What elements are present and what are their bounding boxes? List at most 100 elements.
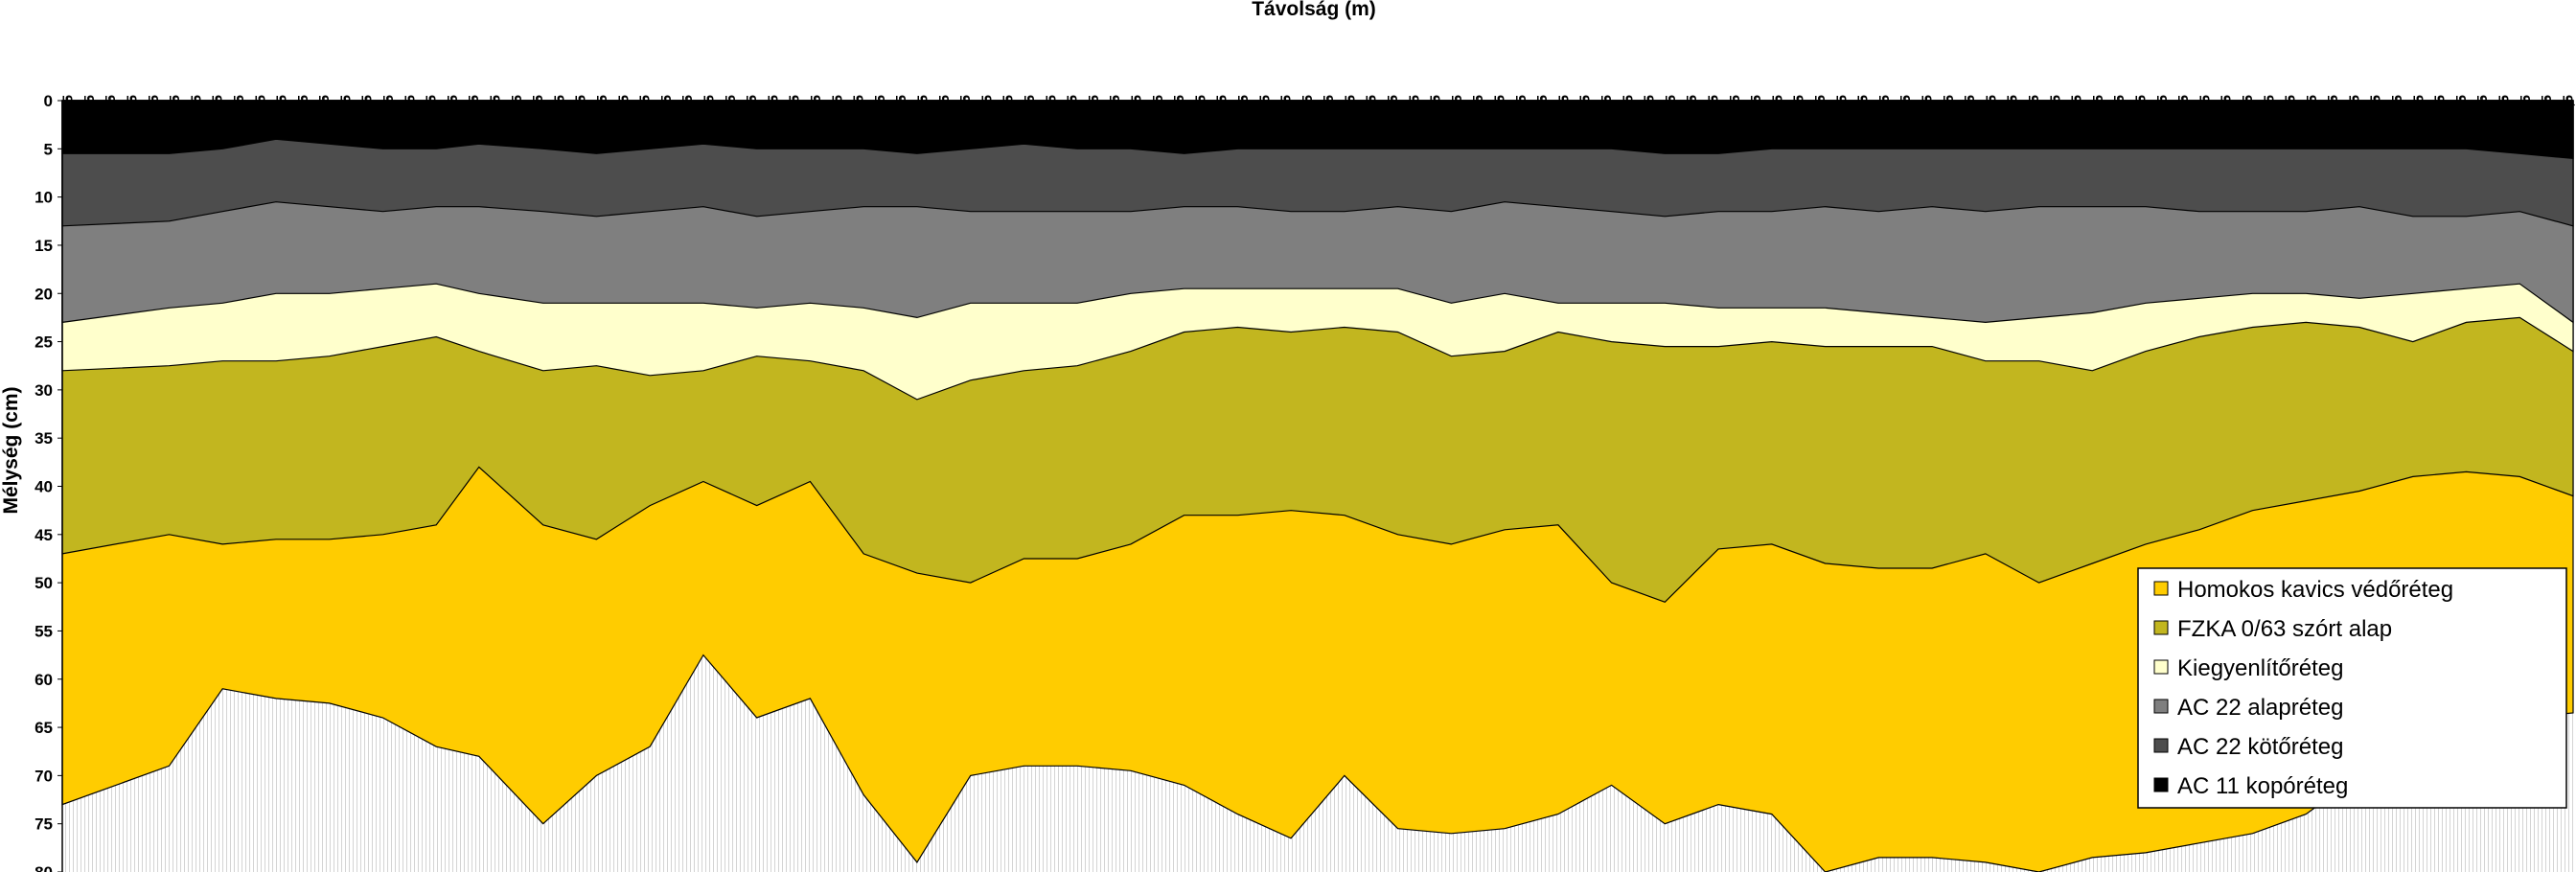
- x-tick-label: 283,5: [1107, 95, 1123, 131]
- x-tick-label: 281,5: [1086, 95, 1102, 131]
- x-tick-label: 403,5: [2389, 95, 2405, 131]
- x-tick-label: 345,5: [1769, 95, 1785, 131]
- x-tick-label: 277,5: [1043, 95, 1059, 131]
- x-tick-label: 329,5: [1598, 95, 1615, 131]
- x-tick-label: 221,5: [445, 95, 461, 131]
- x-tick-label: 235,5: [594, 95, 610, 131]
- x-tick-label: 271,5: [978, 95, 995, 131]
- x-tick-label: 409,5: [2453, 95, 2470, 131]
- x-tick-label: 341,5: [1727, 95, 1743, 131]
- x-tick-label: 351,5: [1833, 95, 1850, 131]
- legend-swatch-ac-22-alapreteg: [2153, 699, 2169, 714]
- y-tick-label: 65: [34, 719, 53, 737]
- x-tick-label: 323,5: [1534, 95, 1551, 131]
- x-tick-label: 203,5: [252, 95, 268, 131]
- x-tick-label: 227,5: [509, 95, 525, 131]
- legend-swatch-ac-22-kotoreteg: [2153, 738, 2169, 753]
- legend-swatch-kiegyenlitoreteg: [2153, 659, 2169, 675]
- legend-label-ac-11-koporeteg: AC 11 kopóréteg: [2177, 773, 2348, 799]
- x-tick-label: 419,5: [2560, 95, 2576, 131]
- x-tick-label: 391,5: [2261, 95, 2277, 131]
- y-tick-label: 75: [34, 815, 53, 834]
- x-tick-label: 257,5: [829, 95, 845, 131]
- x-tick-label: 349,5: [1812, 95, 1828, 131]
- x-tick-label: 291,5: [1192, 95, 1208, 131]
- legend-items: Homokos kavics védőréteg FZKA 0/63 szórt …: [2153, 577, 2453, 799]
- x-tick-label: 299,5: [1278, 95, 1295, 131]
- y-tick-label: 60: [34, 671, 53, 689]
- x-tick-label: 365,5: [1983, 95, 1999, 131]
- x-tick-label: 417,5: [2539, 95, 2555, 131]
- x-tick-label: 191,5: [125, 95, 141, 131]
- x-tick-label: 187,5: [81, 95, 98, 131]
- x-tick-label: 189,5: [103, 95, 119, 131]
- x-tick-label: 219,5: [424, 95, 440, 131]
- x-tick-label: 205,5: [274, 95, 290, 131]
- x-tick-label: 395,5: [2304, 95, 2320, 131]
- x-tick-label: 275,5: [1022, 95, 1038, 131]
- y-tick-label: 55: [34, 622, 53, 640]
- x-tick-label: 401,5: [2368, 95, 2384, 131]
- x-tick-label: 215,5: [380, 95, 397, 131]
- x-tick-label: 297,5: [1256, 95, 1273, 131]
- x-tick-label: 343,5: [1748, 95, 1764, 131]
- x-tick-label: 359,5: [1920, 95, 1936, 131]
- x-tick-label: 333,5: [1642, 95, 1658, 131]
- y-tick-label: 25: [34, 333, 53, 352]
- x-tick-label: 265,5: [915, 95, 932, 131]
- x-tick-label: 267,5: [936, 95, 953, 131]
- y-tick-label: 50: [34, 574, 53, 592]
- x-tick-label: 259,5: [851, 95, 867, 131]
- x-tick-label: 411,5: [2474, 95, 2491, 130]
- x-tick-label: 279,5: [1065, 95, 1081, 131]
- legend-label-kiegyenlitoreteg: Kiegyenlítőréteg: [2177, 655, 2343, 681]
- y-tick-label: 30: [34, 381, 53, 400]
- x-tick-label: 207,5: [295, 95, 311, 131]
- x-tick-label: 385,5: [2196, 95, 2213, 131]
- x-tick-label: 311,5: [1406, 95, 1422, 130]
- x-tick-label: 231,5: [551, 95, 567, 131]
- x-tick-label: 293,5: [1214, 95, 1230, 131]
- x-tick-label: 393,5: [2283, 95, 2299, 131]
- legend-box: [2137, 567, 2567, 809]
- area-series-group: [61, 100, 2574, 872]
- x-tick-label: 305,5: [1342, 95, 1358, 131]
- x-tick-label: 397,5: [2325, 95, 2341, 131]
- x-tick-label: 249,5: [744, 95, 760, 131]
- x-tick-label: 209,5: [316, 95, 333, 131]
- legend-swatch-fzka-0-63-szort-alap: [2153, 620, 2169, 635]
- legend-swatch-ac-11-koporeteg: [2153, 777, 2169, 792]
- y-tick-label: 5: [44, 140, 53, 158]
- x-axis-ticks: 185,5 187,5 189,5 191,5 193,5 195,5 197,5 199,5…: [60, 95, 2576, 131]
- x-tick-label: 377,5: [2111, 95, 2128, 131]
- x-tick-label: 295,5: [1235, 95, 1252, 131]
- x-tick-label: 315,5: [1449, 95, 1465, 131]
- x-tick-label: 217,5: [402, 95, 418, 131]
- x-tick-label: 407,5: [2432, 95, 2449, 131]
- y-tick-label: 80: [34, 863, 53, 872]
- x-tick-label: 195,5: [167, 95, 183, 131]
- x-tick-label: 233,5: [573, 95, 589, 131]
- x-tick-label: 255,5: [808, 95, 824, 131]
- x-tick-label: 355,5: [1876, 95, 1893, 131]
- legend-label-homokos-kavics-vedoreteg: Homokos kavics védőréteg: [2177, 577, 2453, 603]
- x-tick-label: 253,5: [787, 95, 803, 131]
- x-tick-label: 415,5: [2518, 95, 2534, 131]
- y-axis-title: Mélység (cm): [0, 386, 22, 514]
- legend-label-ac-22-alapreteg: AC 22 alapréteg: [2177, 695, 2343, 721]
- x-tick-label: 263,5: [893, 95, 909, 131]
- y-tick-label: 15: [34, 237, 53, 255]
- x-tick-label: 383,5: [2175, 95, 2192, 131]
- y-tick-label: 70: [34, 767, 53, 785]
- x-tick-label: 361,5: [1941, 95, 1957, 131]
- legend: Homokos kavics védőréteg FZKA 0/63 szórt …: [2137, 567, 2567, 809]
- y-tick-label: 35: [34, 429, 53, 447]
- y-tick-label: 0: [44, 92, 53, 110]
- x-tick-label: 413,5: [2496, 95, 2513, 131]
- x-tick-label: 289,5: [1171, 95, 1187, 131]
- x-tick-label: 197,5: [188, 95, 204, 131]
- x-tick-label: 369,5: [2026, 95, 2042, 131]
- x-tick-label: 317,5: [1470, 95, 1486, 131]
- x-tick-label: 273,5: [1000, 95, 1017, 131]
